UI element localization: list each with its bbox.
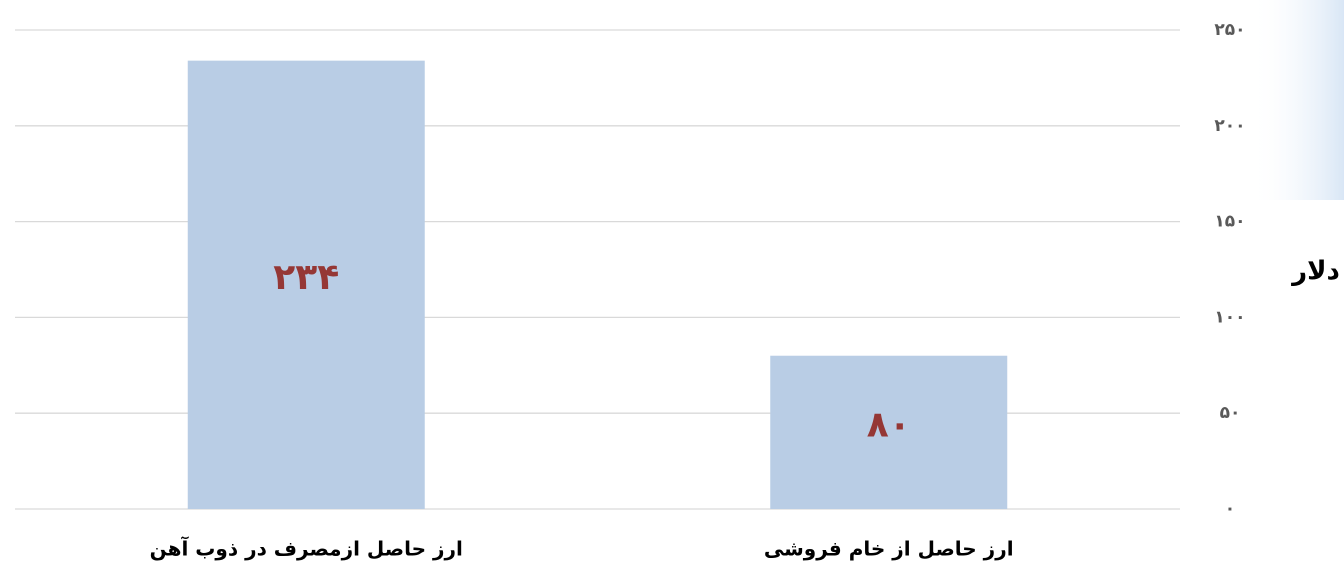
y-axis-label: دلار (1290, 257, 1340, 287)
x-tick-label: ارز حاصل از خام فروشی (764, 537, 1014, 561)
bar (770, 355, 1008, 509)
data-label: ۸۰ (867, 404, 911, 445)
data-label: ۲۳۴ (273, 257, 339, 298)
y-tick-label: ۲۵۰ (1214, 20, 1245, 40)
y-tick-label: ۵۰ (1220, 403, 1241, 423)
bar (187, 60, 425, 509)
y-tick-label: ۰ (1225, 499, 1235, 519)
y-tick-label: ۲۰۰ (1214, 116, 1245, 136)
x-tick-label: ارز حاصل ازمصرف در ذوب آهن (150, 536, 463, 561)
background-decor (1250, 0, 1344, 200)
y-tick-label: ۱۵۰ (1214, 212, 1245, 232)
y-tick-label: ۱۰۰ (1214, 307, 1245, 327)
